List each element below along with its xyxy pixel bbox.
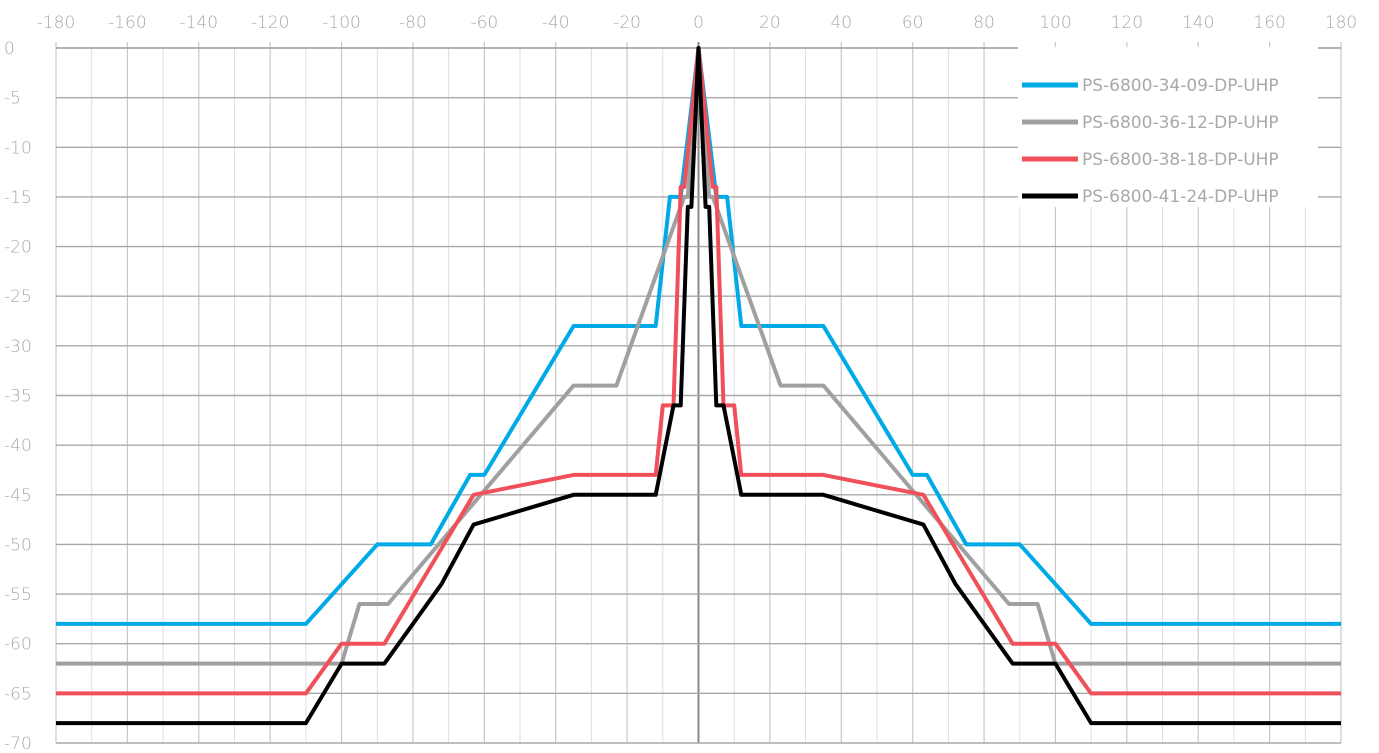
x-tick-label: -180 — [37, 13, 76, 33]
x-tick-label: -40 — [542, 13, 570, 33]
y-tick-label: -55 — [4, 585, 32, 605]
x-tick-label: -120 — [251, 13, 290, 33]
x-tick-label: 60 — [902, 13, 924, 33]
x-tick-label: 0 — [693, 13, 704, 33]
x-tick-label: -80 — [399, 13, 427, 33]
y-tick-label: -35 — [4, 387, 32, 407]
x-tick-label: 40 — [830, 13, 852, 33]
y-tick-label: 0 — [4, 39, 15, 59]
legend-label: PS-6800-36-12-DP-UHP — [1082, 113, 1279, 133]
y-tick-label: -25 — [4, 287, 32, 307]
x-tick-label: 80 — [973, 13, 995, 33]
legend-label: PS-6800-38-18-DP-UHP — [1082, 150, 1279, 170]
y-tick-label: -70 — [4, 734, 32, 753]
x-tick-label: 180 — [1325, 13, 1357, 33]
x-tick-label: 140 — [1182, 13, 1214, 33]
y-tick-label: -50 — [4, 535, 32, 555]
legend: PS-6800-34-09-DP-UHP PS-6800-36-12-DP-UHP… — [1018, 47, 1318, 207]
x-axis-tick-labels: -180 -160 -140 -120 -100 -80 -60 -40 -20 0 20 40 60 8… — [37, 13, 1358, 33]
y-tick-label: -5 — [4, 89, 21, 109]
y-axis-tick-labels: 0 -5 -10 -15 -20 -25 -30 -35 -40 -45 -50 -55 -60 -65 -… — [4, 39, 32, 753]
series-line-4 — [56, 46, 1341, 726]
x-tick-label: -60 — [470, 13, 498, 33]
y-tick-label: -20 — [4, 238, 32, 258]
x-tick-label: 20 — [759, 13, 781, 33]
y-tick-label: -60 — [4, 635, 32, 655]
x-tick-label: 160 — [1253, 13, 1285, 33]
x-tick-label: -100 — [322, 13, 361, 33]
x-tick-label: -160 — [108, 13, 147, 33]
x-tick-label: 120 — [1111, 13, 1143, 33]
y-tick-label: -40 — [4, 436, 32, 456]
y-tick-label: -10 — [4, 138, 32, 158]
legend-label: PS-6800-34-09-DP-UHP — [1082, 76, 1279, 96]
y-tick-label: -30 — [4, 337, 32, 357]
y-tick-label: -65 — [4, 684, 32, 704]
x-tick-label: -140 — [179, 13, 218, 33]
y-tick-label: -15 — [4, 188, 32, 208]
legend-box — [1018, 47, 1318, 207]
x-tick-label: -20 — [613, 13, 641, 33]
series-layer — [56, 46, 1341, 726]
x-tick-label: 100 — [1039, 13, 1071, 33]
legend-label: PS-6800-41-24-DP-UHP — [1082, 187, 1279, 207]
y-tick-label: -45 — [4, 486, 32, 506]
